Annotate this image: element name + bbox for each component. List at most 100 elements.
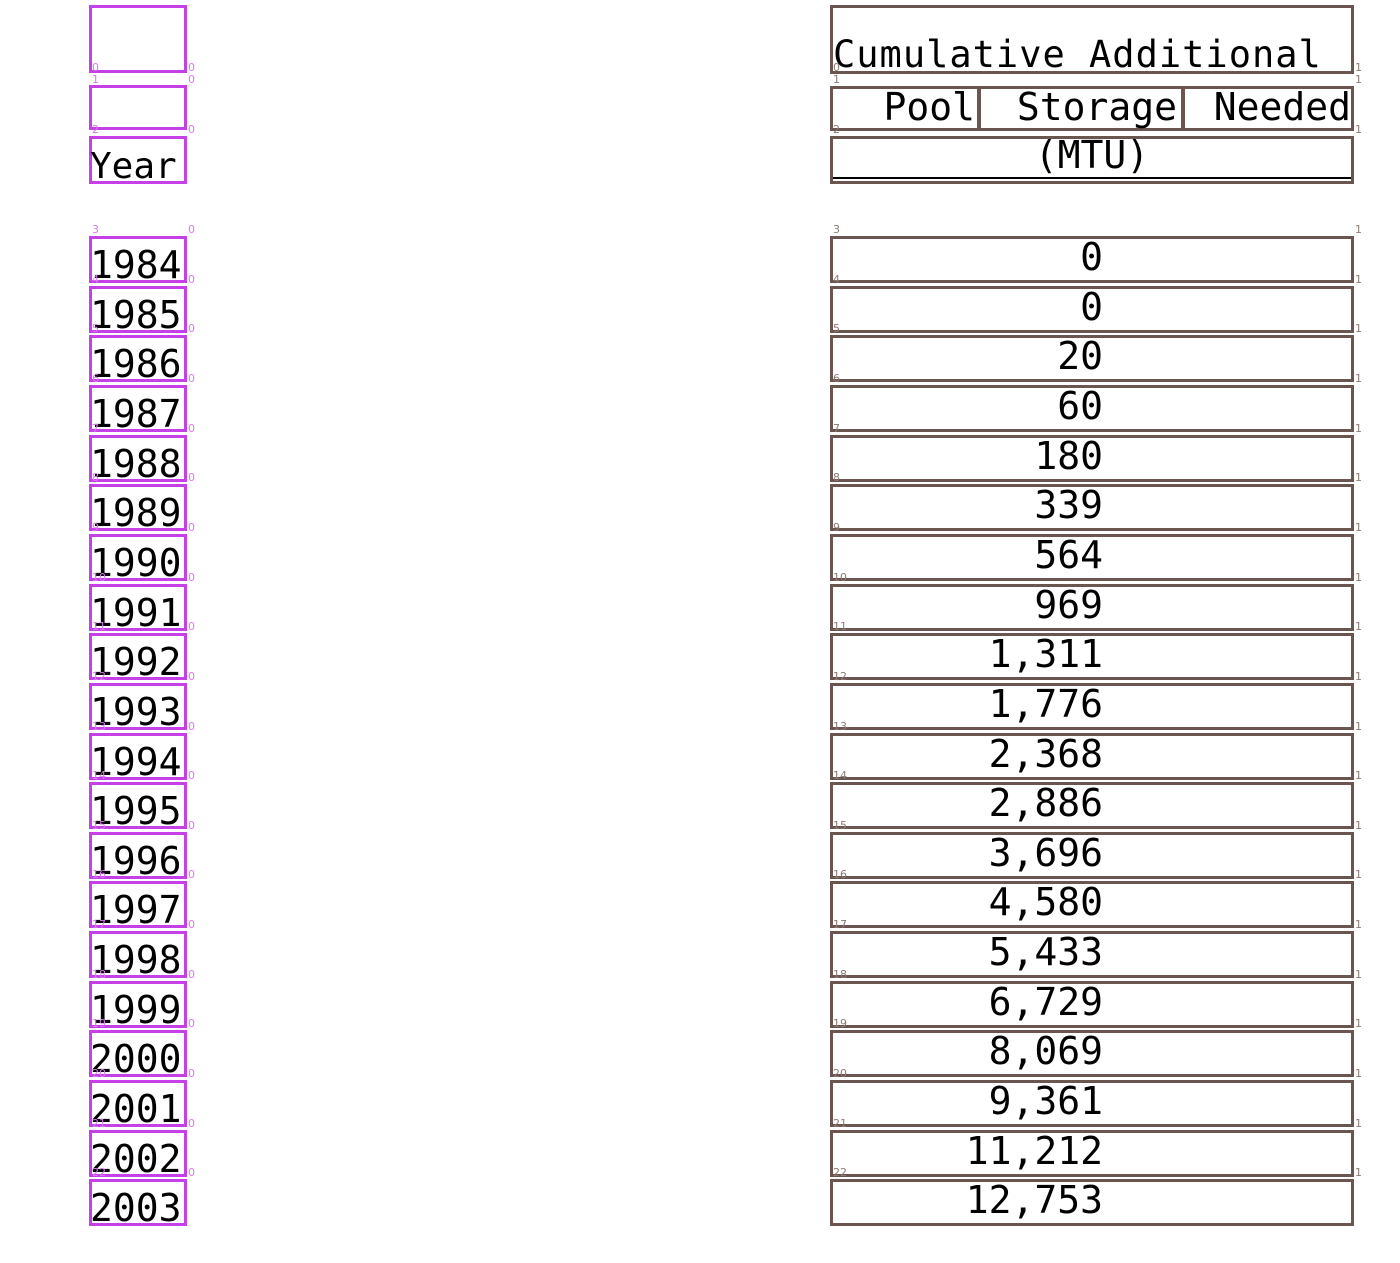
- row-index-tag: 15: [833, 819, 847, 832]
- table-row-value-cell: 8,069: [830, 1030, 1354, 1077]
- col-index-tag: 0: [188, 620, 195, 633]
- col-index-tag: 0: [188, 123, 195, 136]
- table-row-year-cell: 1989: [89, 484, 187, 532]
- year-value: 1991: [90, 591, 182, 635]
- col-index-tag: 0: [188, 322, 195, 335]
- row-index-tag: 20: [833, 1067, 847, 1080]
- storage-value: 180: [1034, 434, 1103, 478]
- row-index-tag: 6: [92, 372, 99, 385]
- row-index-tag: 18: [92, 968, 106, 981]
- table-row-year-cell: 1986: [89, 335, 187, 386]
- storage-value: 20: [1057, 334, 1103, 378]
- col-index-tag: 0: [188, 1117, 195, 1130]
- table-row-year-cell: 1985: [89, 286, 187, 337]
- table-row-year-cell: 1993: [89, 683, 187, 731]
- year-column-header: Year: [90, 146, 177, 187]
- row-index-tag: 4: [92, 273, 99, 286]
- row-index-tag: 13: [92, 720, 106, 733]
- year-value: 1985: [90, 293, 182, 337]
- col-index-tag: 0: [188, 471, 195, 484]
- header-title-box-1b: Storage: [978, 86, 1184, 131]
- row-index-tag: 17: [833, 918, 847, 931]
- column-title-pool: Pool: [883, 85, 975, 129]
- year-value: 2002: [90, 1137, 182, 1181]
- table-row-year-cell: 1992: [89, 633, 187, 684]
- table-row-year-cell: 1995: [89, 782, 187, 830]
- column-units-label: (MTU): [1034, 133, 1150, 177]
- row-index-tag: 13: [833, 720, 847, 733]
- year-value: 1998: [90, 938, 182, 982]
- table-row-value-cell: 11,212: [830, 1130, 1354, 1177]
- row-index-tag: 0: [833, 61, 840, 74]
- table-row-year-cell: 1990: [89, 534, 187, 582]
- table-row-value-cell: 60: [830, 385, 1354, 432]
- row-index-tag: 21: [833, 1117, 847, 1130]
- table-row-value-cell: 12,753: [830, 1179, 1354, 1226]
- row-index-tag: 19: [92, 1017, 106, 1030]
- table-row-value-cell: 5,433: [830, 931, 1354, 978]
- col-index-tag: 1: [1355, 73, 1362, 86]
- col-index-tag: 0: [188, 968, 195, 981]
- header-underline: [833, 177, 1351, 179]
- table-row-value-cell: 180: [830, 435, 1354, 482]
- row-index-tag: 11: [92, 620, 106, 633]
- row-index-tag: 21: [92, 1117, 106, 1130]
- storage-value: 564: [1034, 533, 1103, 577]
- col-index-tag: 1: [1355, 61, 1362, 74]
- storage-value: 339: [1034, 483, 1103, 527]
- storage-value: 2,368: [988, 732, 1103, 776]
- col-index-tag: 1: [1355, 471, 1362, 484]
- row-index-tag: 5: [92, 322, 99, 335]
- col-index-tag: 1: [1355, 819, 1362, 832]
- year-value: 1992: [90, 640, 182, 684]
- col-index-tag: 0: [188, 571, 195, 584]
- col-index-tag: 1: [1355, 918, 1362, 931]
- row-index-tag: 17: [92, 918, 106, 931]
- row-index-tag: 10: [92, 571, 106, 584]
- table-row-value-cell: 2,886: [830, 782, 1354, 829]
- col-index-tag: 0: [188, 720, 195, 733]
- col-index-tag: 0: [188, 223, 195, 236]
- table-row-value-cell: 2,368: [830, 733, 1354, 780]
- col-index-tag: 1: [1355, 273, 1362, 286]
- row-index-tag: 8: [92, 471, 99, 484]
- year-value: 1987: [90, 392, 182, 436]
- header-title-box-2: (MTU): [830, 136, 1354, 184]
- table-row-value-cell: 969: [830, 584, 1354, 631]
- header-year-box-0: [89, 5, 187, 73]
- table-row-value-cell: 0: [830, 236, 1354, 283]
- row-index-tag: 5: [833, 322, 840, 335]
- row-index-tag: 12: [92, 670, 106, 683]
- col-index-tag: 1: [1355, 868, 1362, 881]
- table-row-value-cell: 0: [830, 286, 1354, 333]
- storage-value: 9,361: [988, 1079, 1103, 1123]
- storage-value: 4,580: [988, 880, 1103, 924]
- col-index-tag: 0: [188, 868, 195, 881]
- table-row-year-cell: 2000: [89, 1030, 187, 1078]
- table-row-value-cell: 20: [830, 335, 1354, 382]
- row-index-tag: 1: [833, 73, 840, 86]
- row-index-tag: 8: [833, 471, 840, 484]
- row-index-tag: 3: [833, 223, 840, 236]
- year-value: 1997: [90, 888, 182, 932]
- storage-value: 1,311: [988, 632, 1103, 676]
- row-index-tag: 6: [833, 372, 840, 385]
- row-index-tag: 14: [833, 769, 847, 782]
- year-value: 1988: [90, 442, 182, 486]
- col-index-tag: 0: [188, 61, 195, 74]
- year-value: 1986: [90, 342, 182, 386]
- row-index-tag: 12: [833, 670, 847, 683]
- table-row-year-cell: 1997: [89, 881, 187, 932]
- col-index-tag: 1: [1355, 620, 1362, 633]
- col-index-tag: 1: [1355, 720, 1362, 733]
- table-row-year-cell: 1988: [89, 435, 187, 486]
- table-row-year-cell: 1984: [89, 236, 187, 284]
- storage-value: 0: [1080, 285, 1103, 329]
- header-title-box-0: Cumulative Additional: [830, 5, 1354, 74]
- table-row-year-cell: 1996: [89, 832, 187, 880]
- column-title-line-1: Cumulative Additional: [833, 33, 1322, 76]
- col-index-tag: 0: [188, 521, 195, 534]
- table-row-year-cell: 1987: [89, 385, 187, 436]
- col-index-tag: 1: [1355, 670, 1362, 683]
- header-year-box-1: [89, 85, 187, 130]
